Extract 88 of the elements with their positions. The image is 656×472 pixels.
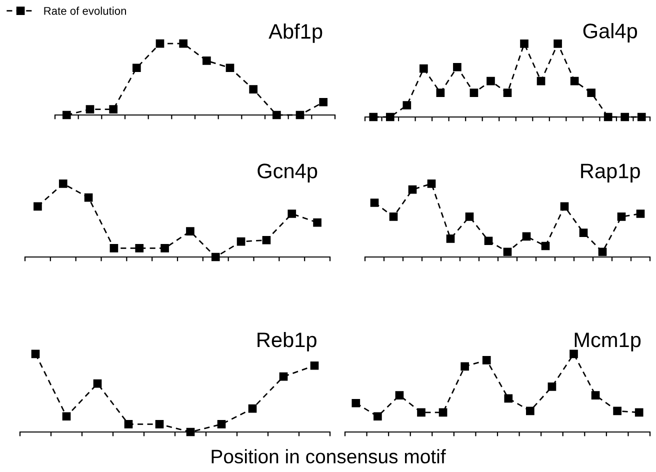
chart-title: Gal4p [583,23,638,42]
point [124,420,133,428]
point [352,398,360,408]
chart-title: Mcm1p [574,332,641,352]
point [604,112,612,122]
point [636,210,645,218]
point [438,408,448,417]
point [427,180,436,188]
point [570,350,578,358]
point [408,185,417,194]
point [420,64,428,73]
point [236,237,246,246]
chart-title: Rap1p [581,164,640,182]
point [58,180,68,188]
point [548,382,556,391]
point [536,76,546,86]
chart-title: Reb1p [258,332,316,352]
point [211,252,220,262]
chart-title: Gcn4p [258,164,318,182]
point [484,236,493,246]
point [446,234,455,243]
point [62,110,71,120]
point [93,379,102,388]
point [465,212,474,221]
point [202,56,211,65]
point [370,198,379,207]
point [389,212,398,221]
point [249,85,258,94]
point [482,356,491,364]
point [486,76,495,86]
point [186,227,194,236]
point [522,232,531,241]
point [31,350,40,358]
point [226,64,234,72]
point [395,391,404,400]
point [86,105,94,114]
point [248,404,257,413]
point [460,362,469,371]
point [84,193,93,202]
point [402,101,412,110]
point [613,406,622,416]
point [541,242,550,250]
point [570,76,579,86]
point [160,244,169,252]
point [503,88,512,97]
point [179,39,188,48]
point [453,62,462,72]
x-axis-title: Position in consensus motif [212,449,446,464]
point [526,406,534,416]
point [504,394,513,403]
point [186,428,195,436]
point [374,412,382,421]
point [279,372,288,381]
point [579,228,588,237]
point [296,110,304,120]
point [135,244,144,252]
point [591,391,600,400]
point [262,236,271,244]
point [110,244,118,252]
point [503,248,512,256]
point [156,39,164,48]
point [313,218,322,227]
point [436,88,445,97]
point [617,212,626,221]
point [132,64,141,72]
point [520,40,528,48]
point [417,408,426,417]
point [369,112,378,122]
point [62,412,71,421]
point [109,105,118,114]
legend-label: Rate of evolution [44,6,126,15]
point [217,420,226,428]
point [554,40,562,48]
point [288,210,296,218]
chart-title: Abf1p [268,24,322,43]
point [560,202,569,211]
point [598,248,607,256]
point [620,112,630,122]
point [34,202,42,211]
point [587,88,596,97]
point [155,420,164,428]
point [319,98,328,106]
point [386,112,394,122]
point [637,112,646,122]
point [272,110,281,120]
point [634,408,644,417]
point [470,88,478,97]
point [310,361,319,370]
